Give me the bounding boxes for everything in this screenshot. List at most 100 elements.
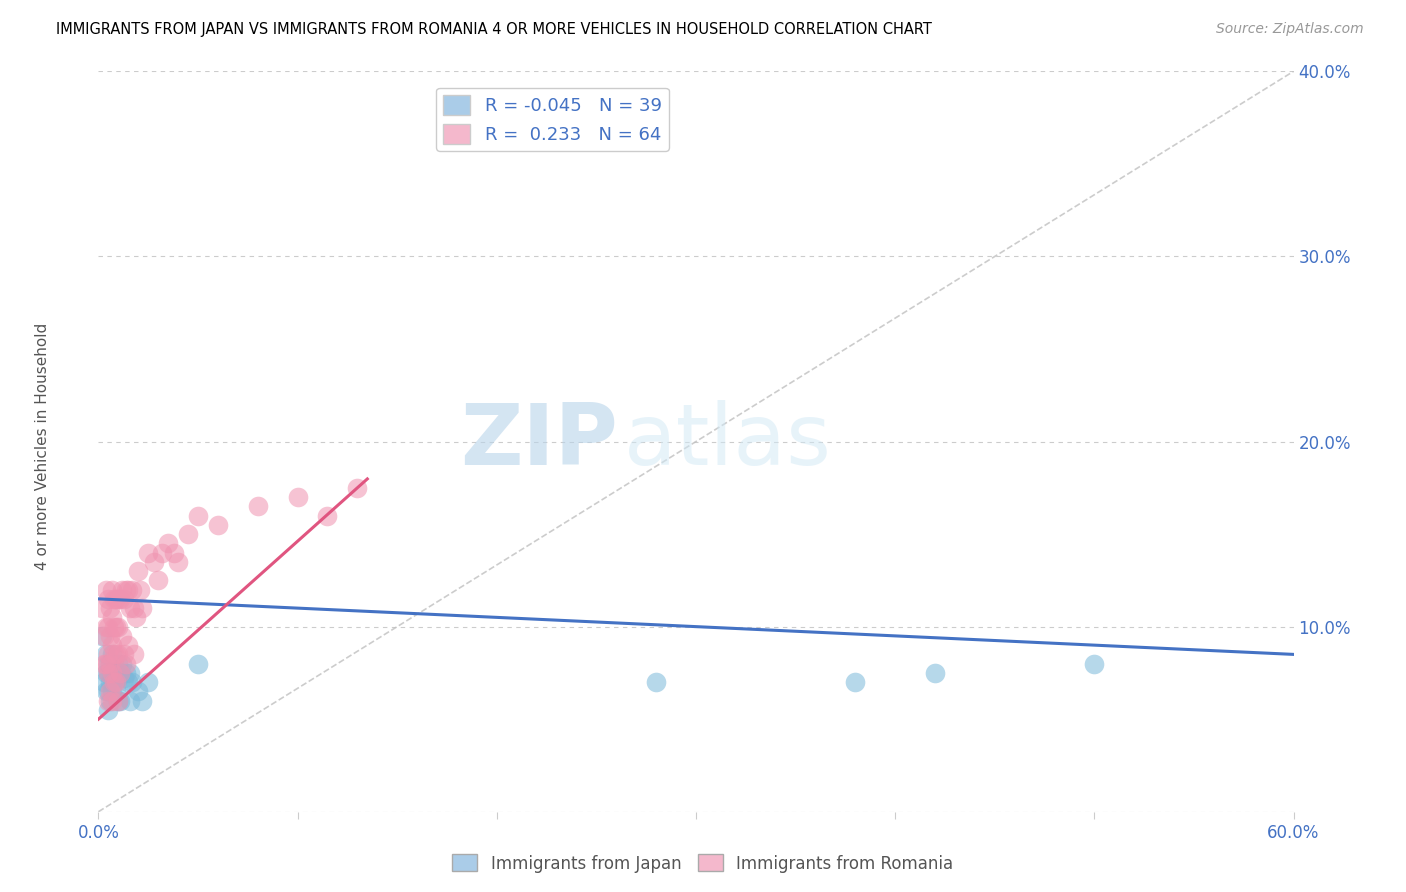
- Point: [103, 675, 125, 690]
- Point: [136, 545, 159, 560]
- Point: [112, 672, 135, 686]
- Point: [120, 694, 142, 708]
- Point: [96, 665, 118, 680]
- Point: [91, 601, 114, 615]
- Point: [98, 629, 122, 643]
- Point: [131, 694, 153, 708]
- Point: [97, 694, 120, 708]
- Point: [1083, 657, 1105, 671]
- Point: [98, 601, 122, 615]
- Point: [105, 675, 128, 690]
- Point: [115, 582, 138, 597]
- Point: [98, 675, 122, 690]
- Point: [107, 694, 129, 708]
- Point: [101, 694, 124, 708]
- Point: [163, 545, 186, 560]
- Point: [101, 684, 124, 698]
- Point: [111, 582, 134, 597]
- Point: [207, 517, 229, 532]
- Point: [316, 508, 339, 523]
- Point: [97, 591, 120, 606]
- Point: [287, 490, 309, 504]
- Point: [150, 545, 173, 560]
- Point: [98, 657, 122, 671]
- Point: [96, 657, 118, 671]
- Point: [98, 684, 122, 698]
- Point: [105, 591, 128, 606]
- Point: [117, 675, 139, 690]
- Point: [93, 675, 115, 690]
- Point: [111, 657, 134, 671]
- Point: [105, 648, 128, 662]
- Point: [148, 574, 170, 588]
- Point: [105, 619, 128, 633]
- Point: [127, 564, 149, 578]
- Point: [125, 610, 148, 624]
- Point: [105, 684, 128, 698]
- Point: [112, 648, 135, 662]
- Point: [103, 591, 125, 606]
- Point: [129, 582, 152, 597]
- Text: atlas: atlas: [624, 400, 832, 483]
- Point: [101, 648, 124, 662]
- Point: [107, 648, 129, 662]
- Point: [93, 629, 115, 643]
- Point: [124, 648, 146, 662]
- Point: [107, 657, 129, 671]
- Legend: Immigrants from Japan, Immigrants from Romania: Immigrants from Japan, Immigrants from R…: [446, 847, 960, 880]
- Point: [346, 481, 368, 495]
- Point: [97, 665, 120, 680]
- Point: [97, 619, 120, 633]
- Point: [97, 648, 120, 662]
- Point: [246, 500, 269, 514]
- Point: [157, 536, 180, 550]
- Point: [96, 648, 118, 662]
- Point: [117, 638, 139, 652]
- Text: 4 or more Vehicles in Household: 4 or more Vehicles in Household: [35, 322, 49, 570]
- Point: [98, 657, 122, 671]
- Point: [112, 591, 135, 606]
- Point: [107, 591, 129, 606]
- Point: [645, 675, 668, 690]
- Legend: R = -0.045   N = 39, R =  0.233   N = 64: R = -0.045 N = 39, R = 0.233 N = 64: [436, 87, 669, 151]
- Text: IMMIGRANTS FROM JAPAN VS IMMIGRANTS FROM ROMANIA 4 OR MORE VEHICLES IN HOUSEHOLD: IMMIGRANTS FROM JAPAN VS IMMIGRANTS FROM…: [56, 22, 932, 37]
- Point: [167, 555, 190, 569]
- Point: [107, 694, 129, 708]
- Text: Source: ZipAtlas.com: Source: ZipAtlas.com: [1216, 22, 1364, 37]
- Point: [120, 665, 142, 680]
- Point: [120, 601, 142, 615]
- Point: [97, 703, 120, 717]
- Point: [924, 665, 946, 680]
- Point: [96, 582, 118, 597]
- Point: [115, 657, 138, 671]
- Point: [96, 684, 118, 698]
- Point: [131, 601, 153, 615]
- Point: [103, 657, 125, 671]
- Point: [121, 582, 143, 597]
- Point: [177, 527, 200, 541]
- Point: [101, 638, 124, 652]
- Point: [97, 684, 120, 698]
- Point: [101, 665, 124, 680]
- Point: [136, 675, 159, 690]
- Point: [105, 665, 128, 680]
- Point: [103, 619, 125, 633]
- Point: [103, 648, 125, 662]
- Point: [96, 619, 118, 633]
- Point: [110, 665, 132, 680]
- Point: [124, 601, 146, 615]
- Point: [110, 665, 132, 680]
- Point: [143, 555, 166, 569]
- Point: [110, 694, 132, 708]
- Point: [101, 582, 124, 597]
- Point: [93, 657, 115, 671]
- Point: [97, 657, 120, 671]
- Point: [187, 508, 209, 523]
- Point: [91, 629, 114, 643]
- Point: [117, 582, 139, 597]
- Point: [101, 610, 124, 624]
- Point: [107, 619, 129, 633]
- Point: [844, 675, 866, 690]
- Point: [127, 684, 149, 698]
- Point: [110, 591, 132, 606]
